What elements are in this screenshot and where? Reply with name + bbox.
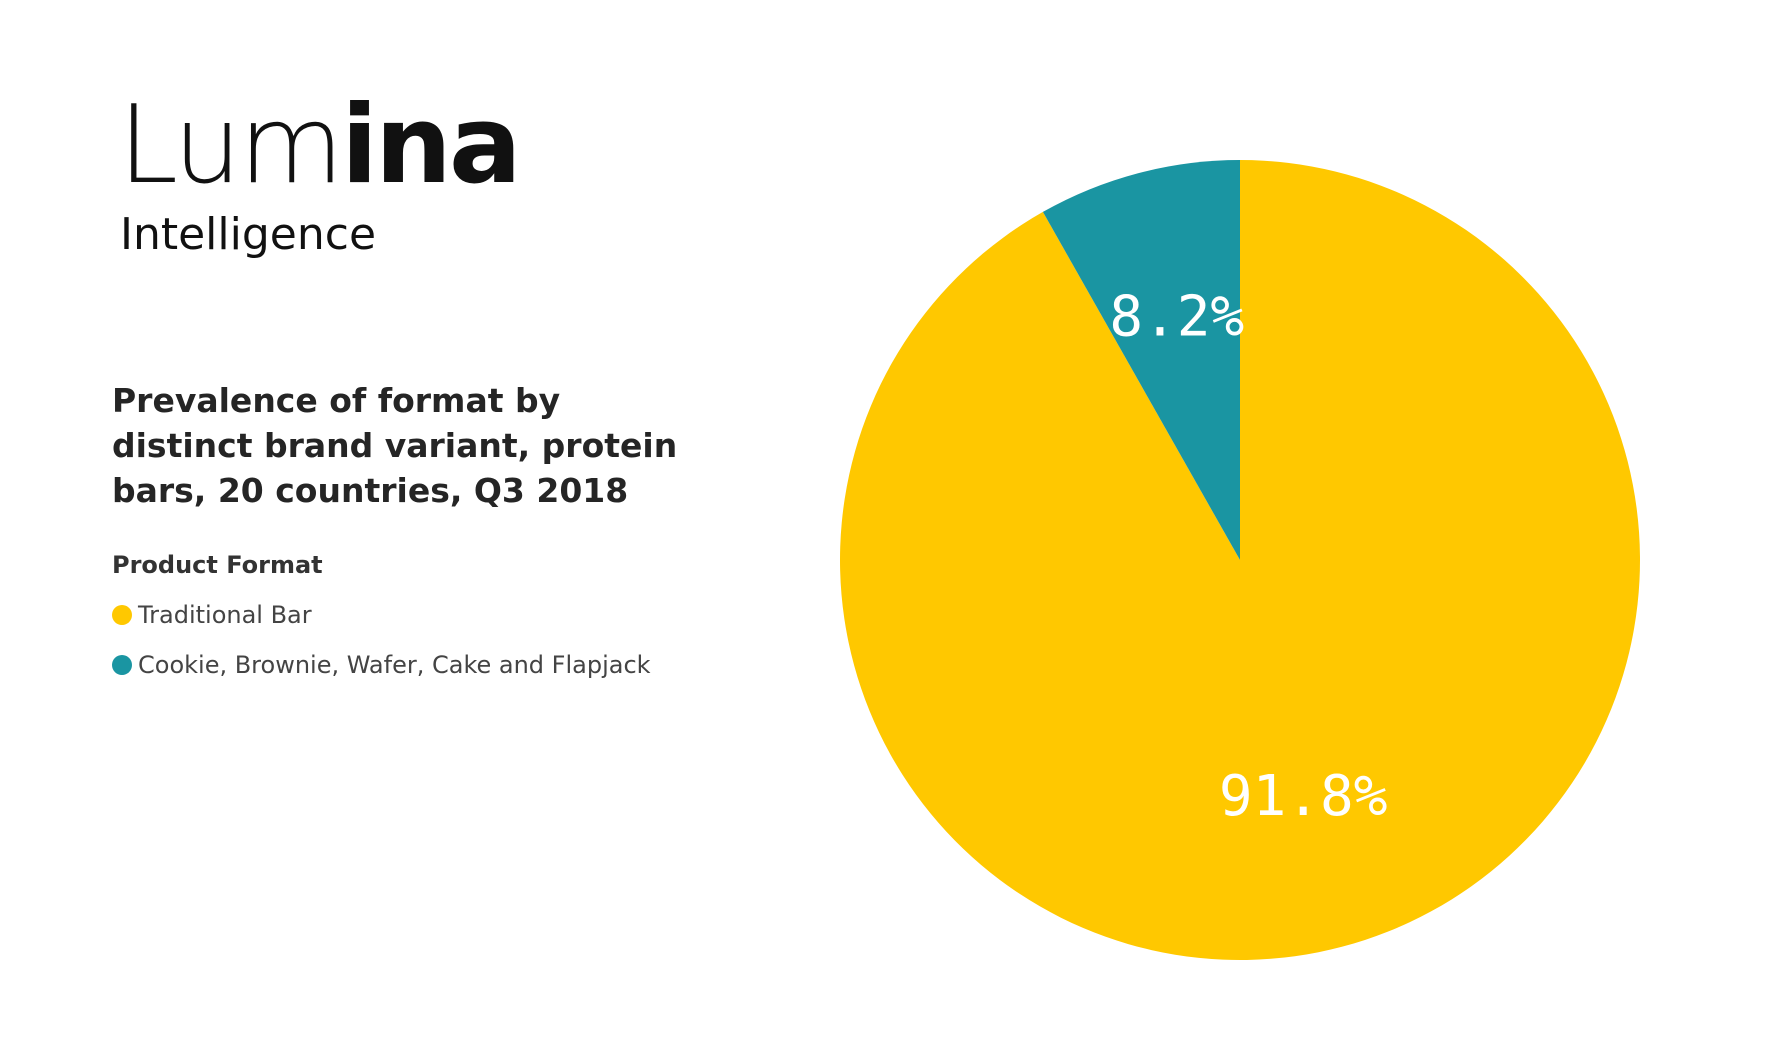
logo-word-light: Lum bbox=[118, 83, 344, 208]
pie-chart: 91.8% 8.2% bbox=[839, 160, 1640, 961]
pie-chart-area: 91.8% 8.2% bbox=[820, 140, 1660, 980]
pie-label-traditional-bar: 91.8% bbox=[1219, 764, 1388, 829]
lumina-logo: Lumina Intelligence bbox=[118, 92, 538, 267]
pie-slice-cookie-brownie-wafer-cake-flapjack[interactable] bbox=[1042, 160, 1240, 560]
logo-word-bold: ina bbox=[340, 83, 522, 208]
legend-label-cookie-brownie-wafer-cake-flapjack: Cookie, Brownie, Wafer, Cake and Flapjac… bbox=[138, 651, 651, 679]
legend-title: Product Format bbox=[112, 551, 323, 579]
legend-item-cookie-brownie-wafer-cake-flapjack[interactable]: Cookie, Brownie, Wafer, Cake and Flapjac… bbox=[112, 648, 752, 682]
chart-legend: Product Format Traditional Bar Cookie, B… bbox=[112, 550, 752, 698]
legend-swatch-traditional-bar bbox=[112, 605, 132, 625]
pie-slice-traditional-bar[interactable] bbox=[839, 160, 1640, 961]
legend-item-traditional-bar[interactable]: Traditional Bar bbox=[112, 598, 752, 632]
legend-swatch-cookie-brownie-wafer-cake-flapjack bbox=[112, 655, 132, 675]
logo-wordmark: Lumina bbox=[118, 92, 522, 200]
legend-label-traditional-bar: Traditional Bar bbox=[138, 601, 312, 629]
logo-subtitle: Intelligence bbox=[120, 209, 377, 260]
chart-title: Prevalence of format by distinct brand v… bbox=[112, 381, 678, 510]
pie-label-cookie-brownie-wafer-cake-flapjack: 8.2% bbox=[1109, 284, 1244, 349]
